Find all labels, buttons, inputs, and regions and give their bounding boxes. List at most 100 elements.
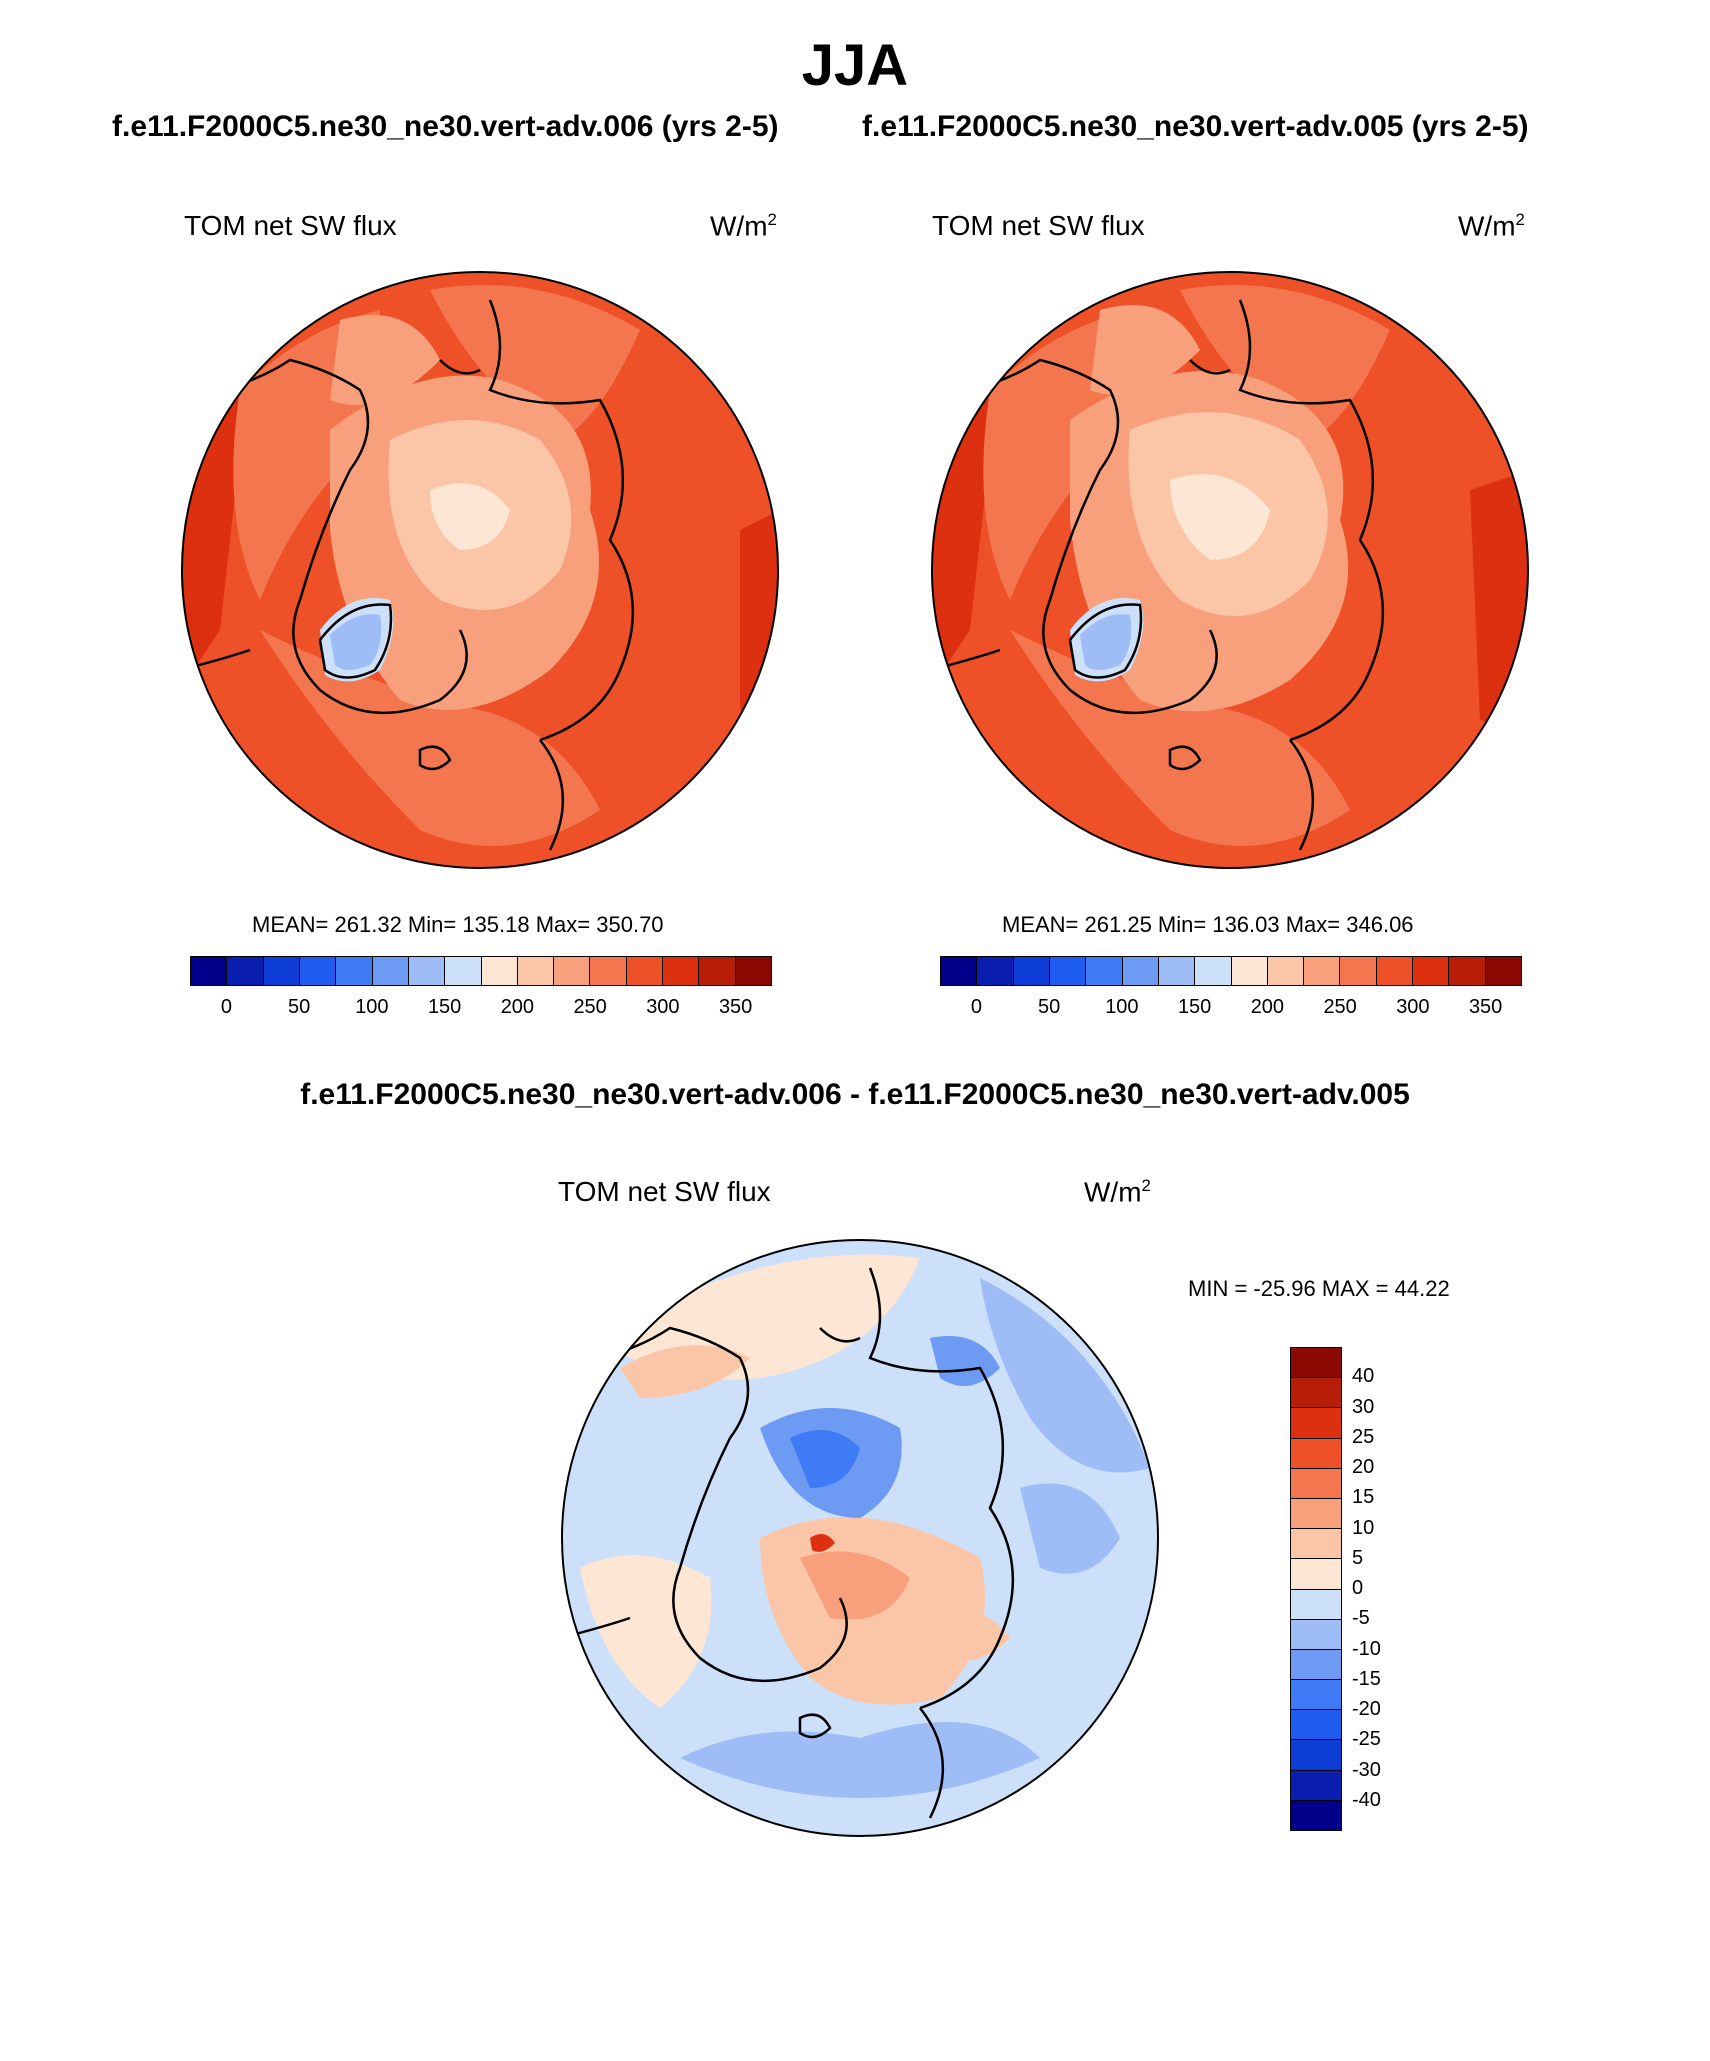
colorbar-diff-tick-label: 30 xyxy=(1352,1395,1375,1418)
colorbar-a-swatch xyxy=(481,957,518,985)
colorbar-b-tick-label: 200 xyxy=(1250,996,1285,1018)
colorbar-b-swatch xyxy=(1086,957,1123,985)
case-a-caption: f.e11.F2000C5.ne30_ne30.vert-adv.006 (yr… xyxy=(112,110,779,143)
polar-map-b xyxy=(931,271,1529,869)
colorbar-diff-tick-label: 15 xyxy=(1352,1486,1375,1509)
colorbar-diff-tick-label: 0 xyxy=(1352,1577,1364,1599)
colorbar-diff-swatch xyxy=(1291,1800,1341,1830)
colorbar-a-swatch xyxy=(517,957,555,985)
colorbar-b-swatch xyxy=(1340,957,1377,985)
colorbar-diff-swatch xyxy=(1291,1770,1341,1801)
colorbar-diff-tick-label: 40 xyxy=(1352,1365,1375,1388)
colorbar-diff-swatch xyxy=(1291,1468,1341,1499)
colorbar-diff-swatch xyxy=(1291,1378,1341,1409)
colorbar-b xyxy=(940,956,1522,986)
panel-diff-variable: TOM net SW flux xyxy=(558,1176,771,1207)
colorbar-diff-tick-label: 25 xyxy=(1352,1425,1375,1448)
polar-map-diff xyxy=(561,1239,1159,1837)
colorbar-diff-swatch xyxy=(1291,1529,1341,1560)
colorbar-b-swatch xyxy=(1195,957,1232,985)
colorbar-a-swatch xyxy=(554,957,591,985)
panel-a-stats: MEAN= 261.32 Min= 135.18 Max= 350.70 xyxy=(252,912,664,937)
colorbar-a-swatch xyxy=(663,957,700,985)
colorbar-diff-tick-label: -30 xyxy=(1352,1758,1381,1781)
colorbar-diff-swatch xyxy=(1291,1498,1341,1530)
colorbar-b-swatch xyxy=(1267,957,1305,985)
colorbar-b-swatch xyxy=(1231,957,1268,985)
colorbar-a-swatch xyxy=(590,957,627,985)
colorbar-b-swatch xyxy=(1013,957,1050,985)
colorbar-a-swatch xyxy=(263,957,300,985)
colorbar-b-tick-label: 100 xyxy=(1105,996,1139,1018)
colorbar-b-swatch xyxy=(1304,957,1341,985)
colorbar-a-tick-label: 0 xyxy=(220,996,232,1018)
colorbar-diff-tick-label: 20 xyxy=(1352,1456,1375,1478)
colorbar-b-swatch xyxy=(1413,957,1450,985)
panel-diff-units: W/m2 xyxy=(1084,1176,1151,1208)
colorbar-diff-swatch xyxy=(1291,1408,1341,1439)
colorbar-b-ticks: 0 50 100 150 200 250 300 350 xyxy=(940,996,1522,1026)
colorbar-b-swatch xyxy=(941,957,978,985)
figure-title: JJA xyxy=(801,33,909,98)
colorbar-b-tick-label: 250 xyxy=(1323,996,1357,1018)
colorbar-diff-swatch xyxy=(1291,1438,1341,1469)
panel-diff-stats: MIN = -25.96 MAX = 44.22 xyxy=(1188,1276,1450,1301)
panel-a-units: W/m2 xyxy=(710,210,777,242)
colorbar-diff-tick-label: -15 xyxy=(1352,1667,1381,1690)
colorbar-a-tick-label: 200 xyxy=(500,996,535,1018)
colorbar-diff xyxy=(1290,1347,1342,1831)
colorbar-a-tick-label: 300 xyxy=(646,996,680,1018)
colorbar-diff-tick-label: -20 xyxy=(1352,1698,1381,1720)
colorbar-diff-tick-label: -40 xyxy=(1352,1788,1381,1811)
colorbar-a-swatch xyxy=(408,957,446,985)
colorbar-a-tick-label: 350 xyxy=(718,996,753,1018)
panel-b-units: W/m2 xyxy=(1458,210,1525,242)
polar-map-a xyxy=(181,271,779,869)
colorbar-a-ticks: 0 50 100 150 200 250 300 350 xyxy=(190,996,772,1026)
colorbar-diff-tick-label: -25 xyxy=(1352,1728,1381,1751)
colorbar-b-swatch xyxy=(1449,957,1486,985)
colorbar-diff-tick-label: -10 xyxy=(1352,1637,1381,1660)
colorbar-diff-swatch xyxy=(1291,1710,1341,1741)
colorbar-a-tick-label: 150 xyxy=(427,996,462,1018)
colorbar-a-swatch xyxy=(372,957,409,985)
colorbar-a-swatch xyxy=(299,957,337,985)
panel-a-variable: TOM net SW flux xyxy=(184,210,397,241)
colorbar-diff-ticks: 40 30 25 20 15 10 5 0 -5 -10 -15 -20 -25 -30 -40 xyxy=(1352,1347,1412,1831)
colorbar-b-swatch xyxy=(977,957,1014,985)
colorbar-diff-swatch xyxy=(1291,1559,1341,1590)
colorbar-b-swatch xyxy=(1158,957,1196,985)
colorbar-diff-swatch xyxy=(1291,1680,1341,1711)
colorbar-diff-tick-label: -5 xyxy=(1352,1607,1370,1630)
colorbar-diff-swatch xyxy=(1291,1619,1341,1650)
colorbar-diff-tick-label: 5 xyxy=(1352,1546,1364,1569)
colorbar-diff-swatch xyxy=(1291,1348,1341,1379)
colorbar-b-swatch xyxy=(1485,957,1521,985)
colorbar-a-swatch xyxy=(735,957,771,985)
case-b-caption: f.e11.F2000C5.ne30_ne30.vert-adv.005 (yr… xyxy=(862,110,1529,143)
colorbar-a xyxy=(190,956,772,986)
colorbar-a-swatch xyxy=(191,957,228,985)
panel-b-stats: MEAN= 261.25 Min= 136.03 Max= 346.06 xyxy=(1002,912,1414,937)
colorbar-a-swatch xyxy=(626,957,664,985)
difference-caption: f.e11.F2000C5.ne30_ne30.vert-adv.006 - f… xyxy=(300,1078,1410,1111)
colorbar-a-swatch xyxy=(445,957,482,985)
colorbar-b-tick-label: 50 xyxy=(1038,996,1061,1018)
colorbar-a-tick-label: 100 xyxy=(355,996,389,1018)
colorbar-b-tick-label: 0 xyxy=(970,996,982,1018)
colorbar-b-swatch xyxy=(1376,957,1414,985)
colorbar-b-swatch xyxy=(1049,957,1087,985)
colorbar-b-tick-label: 150 xyxy=(1177,996,1212,1018)
colorbar-diff-swatch xyxy=(1291,1649,1341,1681)
colorbar-diff-swatch xyxy=(1291,1589,1341,1620)
colorbar-b-tick-label: 350 xyxy=(1468,996,1503,1018)
colorbar-a-tick-label: 250 xyxy=(573,996,607,1018)
colorbar-b-swatch xyxy=(1122,957,1159,985)
colorbar-diff-swatch xyxy=(1291,1740,1341,1771)
colorbar-a-swatch xyxy=(699,957,736,985)
colorbar-a-swatch xyxy=(336,957,373,985)
colorbar-a-swatch xyxy=(227,957,264,985)
colorbar-a-tick-label: 50 xyxy=(288,996,311,1018)
colorbar-diff-tick-label: 10 xyxy=(1352,1516,1375,1539)
colorbar-b-tick-label: 300 xyxy=(1396,996,1430,1018)
